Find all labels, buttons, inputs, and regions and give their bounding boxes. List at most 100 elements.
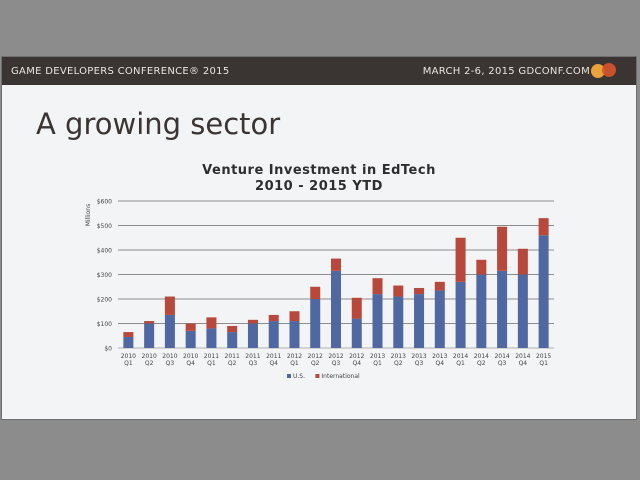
x-tick-label-year: 2013	[432, 353, 447, 360]
x-tick-label-year: 2013	[411, 353, 426, 360]
bar-us	[310, 299, 321, 348]
x-tick-label-year: 2011	[204, 353, 219, 360]
y-tick-label: $300	[97, 272, 112, 279]
x-tick-label-year: 2014	[515, 353, 530, 360]
bar-international	[144, 321, 155, 324]
bar-international	[455, 237, 466, 282]
bar-international	[476, 259, 487, 275]
bar-us	[538, 235, 549, 348]
logo-circle-left	[591, 64, 605, 78]
x-tick-label-year: 2013	[391, 353, 406, 360]
logo-circle-right	[602, 63, 616, 77]
bar-international	[247, 319, 258, 324]
slide-title: A growing sector	[36, 107, 281, 141]
x-tick-label-quarter: Q3	[166, 360, 175, 367]
bar-us	[268, 321, 279, 348]
x-tick-label-quarter: Q1	[539, 360, 548, 367]
bar-us	[185, 330, 196, 348]
bar-us	[331, 270, 341, 348]
x-tick-label-quarter: Q1	[290, 360, 299, 367]
x-tick-label-quarter: Q1	[124, 360, 133, 367]
x-tick-label-quarter: Q3	[498, 360, 507, 367]
stacked-bar-chart: $0$100$200$300$400$500$600Millions2010Q1…	[85, 199, 554, 380]
x-tick-label-quarter: Q1	[373, 360, 382, 367]
conference-dates-url: MARCH 2-6, 2015 GDCONF.COM	[422, 66, 590, 77]
bar-us	[123, 336, 134, 348]
bar-international	[331, 258, 341, 271]
bar-international	[434, 281, 445, 291]
x-tick-label-quarter: Q1	[207, 360, 216, 367]
bar-us	[206, 328, 217, 348]
bar-international	[538, 218, 549, 236]
bar-us	[144, 323, 155, 348]
x-tick-label-quarter: Q4	[436, 360, 445, 367]
legend-swatch-international	[315, 374, 320, 378]
legend-label-us: U.S.	[293, 373, 305, 380]
bar-international	[164, 296, 175, 315]
x-tick-label-year: 2012	[287, 353, 302, 360]
y-axis-label: Millions	[85, 204, 92, 226]
slide: GAME DEVELOPERS CONFERENCE® 2015 MARCH 2…	[2, 57, 636, 419]
x-tick-label-year: 2011	[225, 353, 240, 360]
y-tick-label: $200	[97, 297, 112, 304]
x-tick-label-quarter: Q3	[249, 360, 258, 367]
bar-international	[351, 297, 362, 319]
bar-us	[476, 274, 487, 348]
y-tick-label: $500	[97, 223, 112, 230]
bar-us	[227, 332, 238, 348]
bar-international	[372, 278, 383, 295]
bar-us	[497, 270, 508, 348]
bar-international	[185, 323, 196, 331]
conference-name: GAME DEVELOPERS CONFERENCE® 2015	[11, 66, 230, 77]
x-tick-label-quarter: Q2	[394, 360, 403, 367]
bar-us	[434, 290, 445, 348]
y-tick-label: $0	[104, 346, 112, 353]
x-tick-label-year: 2013	[370, 353, 385, 360]
y-tick-label: $600	[97, 199, 112, 206]
x-tick-label-year: 2014	[453, 353, 468, 360]
bar-us	[164, 314, 175, 348]
x-tick-label-quarter: Q4	[352, 360, 361, 367]
x-tick-label-year: 2011	[266, 353, 281, 360]
y-tick-label: $100	[97, 321, 112, 328]
bar-us	[289, 321, 300, 348]
x-tick-label-quarter: Q4	[269, 360, 278, 367]
bar-international	[206, 317, 217, 329]
x-tick-label-year: 2012	[328, 353, 343, 360]
bar-international	[393, 285, 404, 297]
x-tick-label-year: 2012	[349, 353, 364, 360]
bar-us	[351, 318, 362, 348]
x-tick-label-quarter: Q2	[145, 360, 154, 367]
legend-label-international: International	[321, 373, 360, 380]
x-tick-label-year: 2010	[183, 353, 198, 360]
x-tick-label-year: 2014	[494, 353, 509, 360]
x-tick-label-year: 2015	[536, 353, 551, 360]
bar-international	[227, 325, 238, 333]
x-tick-label-year: 2014	[474, 353, 489, 360]
x-tick-label-quarter: Q3	[332, 360, 341, 367]
x-tick-label-quarter: Q2	[311, 360, 320, 367]
bar-international	[289, 311, 300, 322]
x-tick-label-year: 2010	[121, 353, 136, 360]
bar-us	[247, 323, 258, 348]
bar-us	[455, 281, 466, 348]
x-tick-label-quarter: Q4	[186, 360, 195, 367]
x-tick-label-quarter: Q4	[519, 360, 528, 367]
x-tick-label-quarter: Q2	[477, 360, 486, 367]
bar-international	[414, 287, 425, 295]
x-tick-label-quarter: Q2	[228, 360, 237, 367]
x-tick-label-year: 2010	[162, 353, 177, 360]
chart-title: Venture Investment in EdTech	[202, 163, 436, 178]
x-tick-label-quarter: Q3	[415, 360, 424, 367]
x-tick-label-year: 2010	[142, 353, 157, 360]
bar-us	[414, 294, 425, 348]
x-tick-label-year: 2012	[308, 353, 323, 360]
bar-us	[372, 294, 383, 348]
x-tick-label-quarter: Q1	[456, 360, 465, 367]
bar-international	[497, 226, 508, 271]
bar-us	[393, 296, 404, 348]
bar-international	[310, 286, 321, 299]
conference-header-bar: GAME DEVELOPERS CONFERENCE® 2015 MARCH 2…	[2, 57, 636, 85]
bar-us	[517, 274, 528, 348]
legend-swatch-us	[287, 374, 291, 378]
